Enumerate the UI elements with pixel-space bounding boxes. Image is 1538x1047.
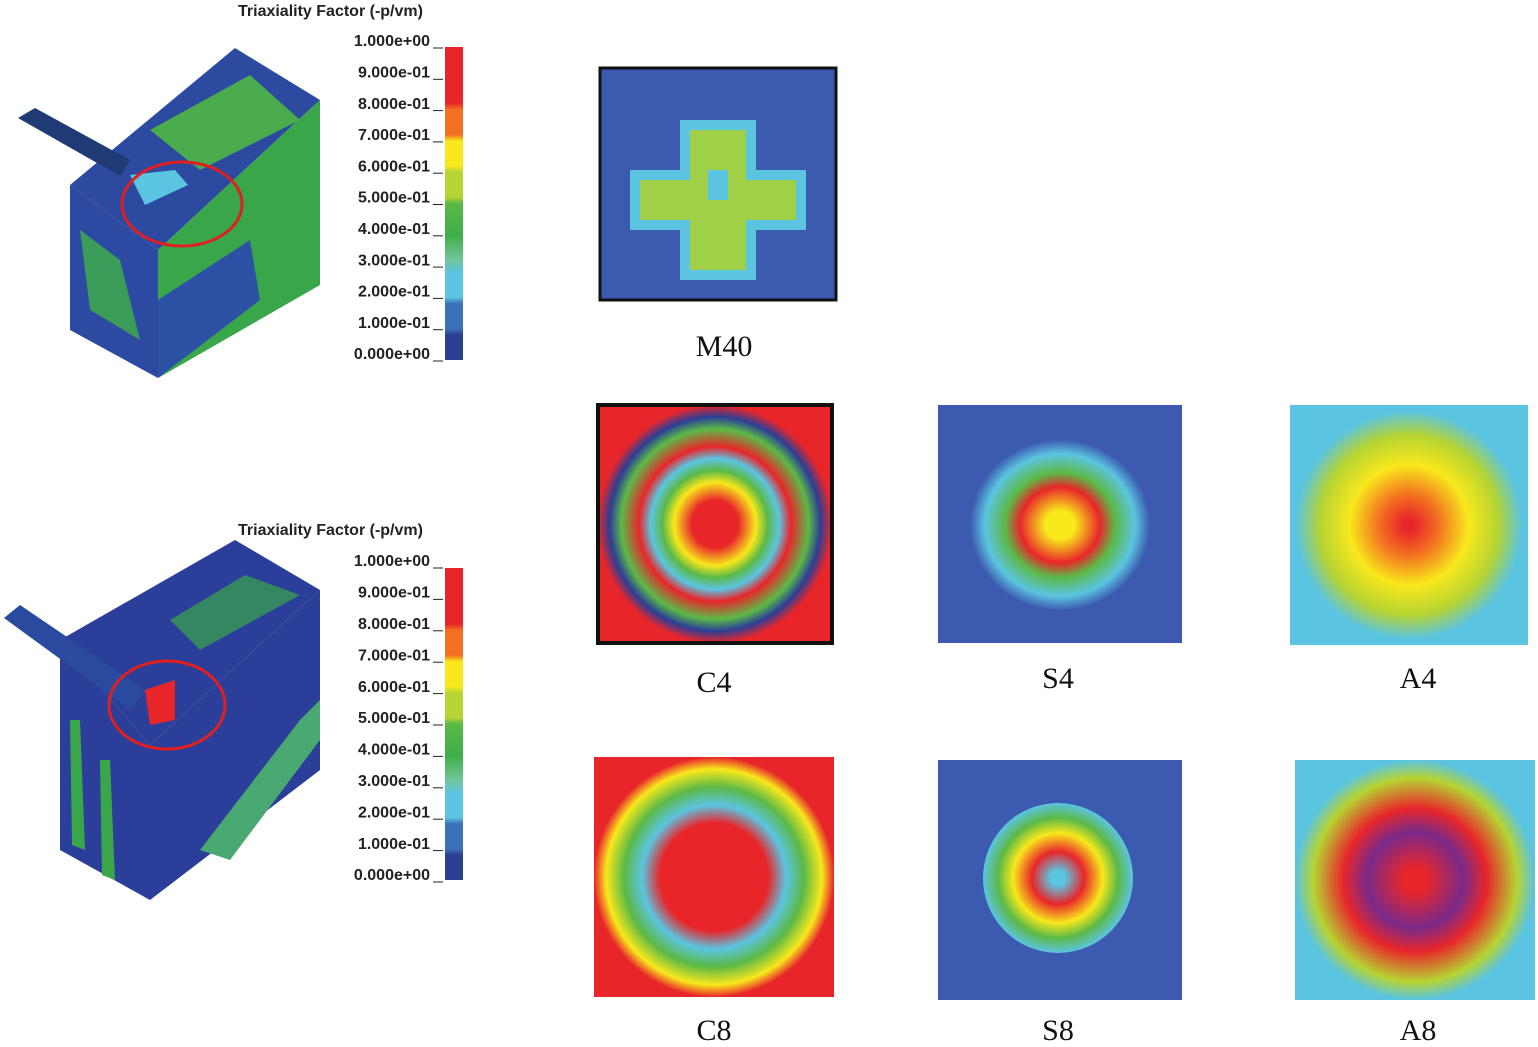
legend-label: 5.000e-01: [358, 710, 430, 727]
legend-labels: 1.000e+00 9.000e-01 8.000e-01 7.000e-01 6.00…: [354, 33, 443, 363]
model-view: [18, 48, 320, 378]
legend-label: 2.000e-01: [358, 284, 430, 301]
panel-label: S8: [1042, 1014, 1074, 1047]
legend-label: 0.000e+00: [354, 867, 430, 884]
legend-label: 4.000e-01: [358, 742, 430, 759]
legend-label: 5.000e-01: [358, 190, 430, 207]
legend-label: 8.000e-01: [358, 96, 430, 113]
legend-label: 3.000e-01: [358, 252, 430, 269]
legend-label: 1.000e+00: [354, 553, 430, 570]
legend-label: 9.000e-01: [358, 585, 430, 602]
contour-panel: [1290, 405, 1528, 645]
panel-label: M40: [696, 330, 753, 363]
legend-label: 1.000e-01: [358, 836, 430, 853]
legend-label: 7.000e-01: [358, 647, 430, 664]
contour-panel: [594, 757, 834, 997]
legend-label: 0.000e+00: [354, 346, 430, 363]
model-view: [4, 540, 320, 900]
legend-label: 1.000e+00: [354, 33, 430, 50]
legend-label: 2.000e-01: [358, 804, 430, 821]
legend-label: 8.000e-01: [358, 616, 430, 633]
color-bar: [445, 47, 463, 360]
contour-panel: [1295, 760, 1535, 1000]
legend-title: Triaxiality Factor (-p/vm): [238, 3, 423, 20]
panel-label: C8: [696, 1014, 731, 1047]
contour-panel: [596, 403, 834, 645]
legend-title: Triaxiality Factor (-p/vm): [238, 522, 423, 539]
legend-labels: 1.000e+00 9.000e-01 8.000e-01 7.000e-01 6.00…: [354, 553, 443, 884]
legend-label: 1.000e-01: [358, 315, 430, 332]
legend-label: 7.000e-01: [358, 127, 430, 144]
panel-label: C4: [696, 666, 731, 699]
legend-label: 3.000e-01: [358, 773, 430, 790]
legend-label: 6.000e-01: [358, 158, 430, 175]
contour-panel: [938, 405, 1182, 643]
contour-panel: [938, 760, 1182, 1000]
panel-label: S4: [1042, 662, 1074, 695]
color-bar: [445, 568, 463, 880]
legend-label: 6.000e-01: [358, 679, 430, 696]
contour-panel: [598, 66, 838, 302]
panel-label: A8: [1400, 1014, 1437, 1047]
panel-label: A4: [1400, 662, 1437, 695]
legend-label: 4.000e-01: [358, 221, 430, 238]
legend-label: 9.000e-01: [358, 65, 430, 82]
